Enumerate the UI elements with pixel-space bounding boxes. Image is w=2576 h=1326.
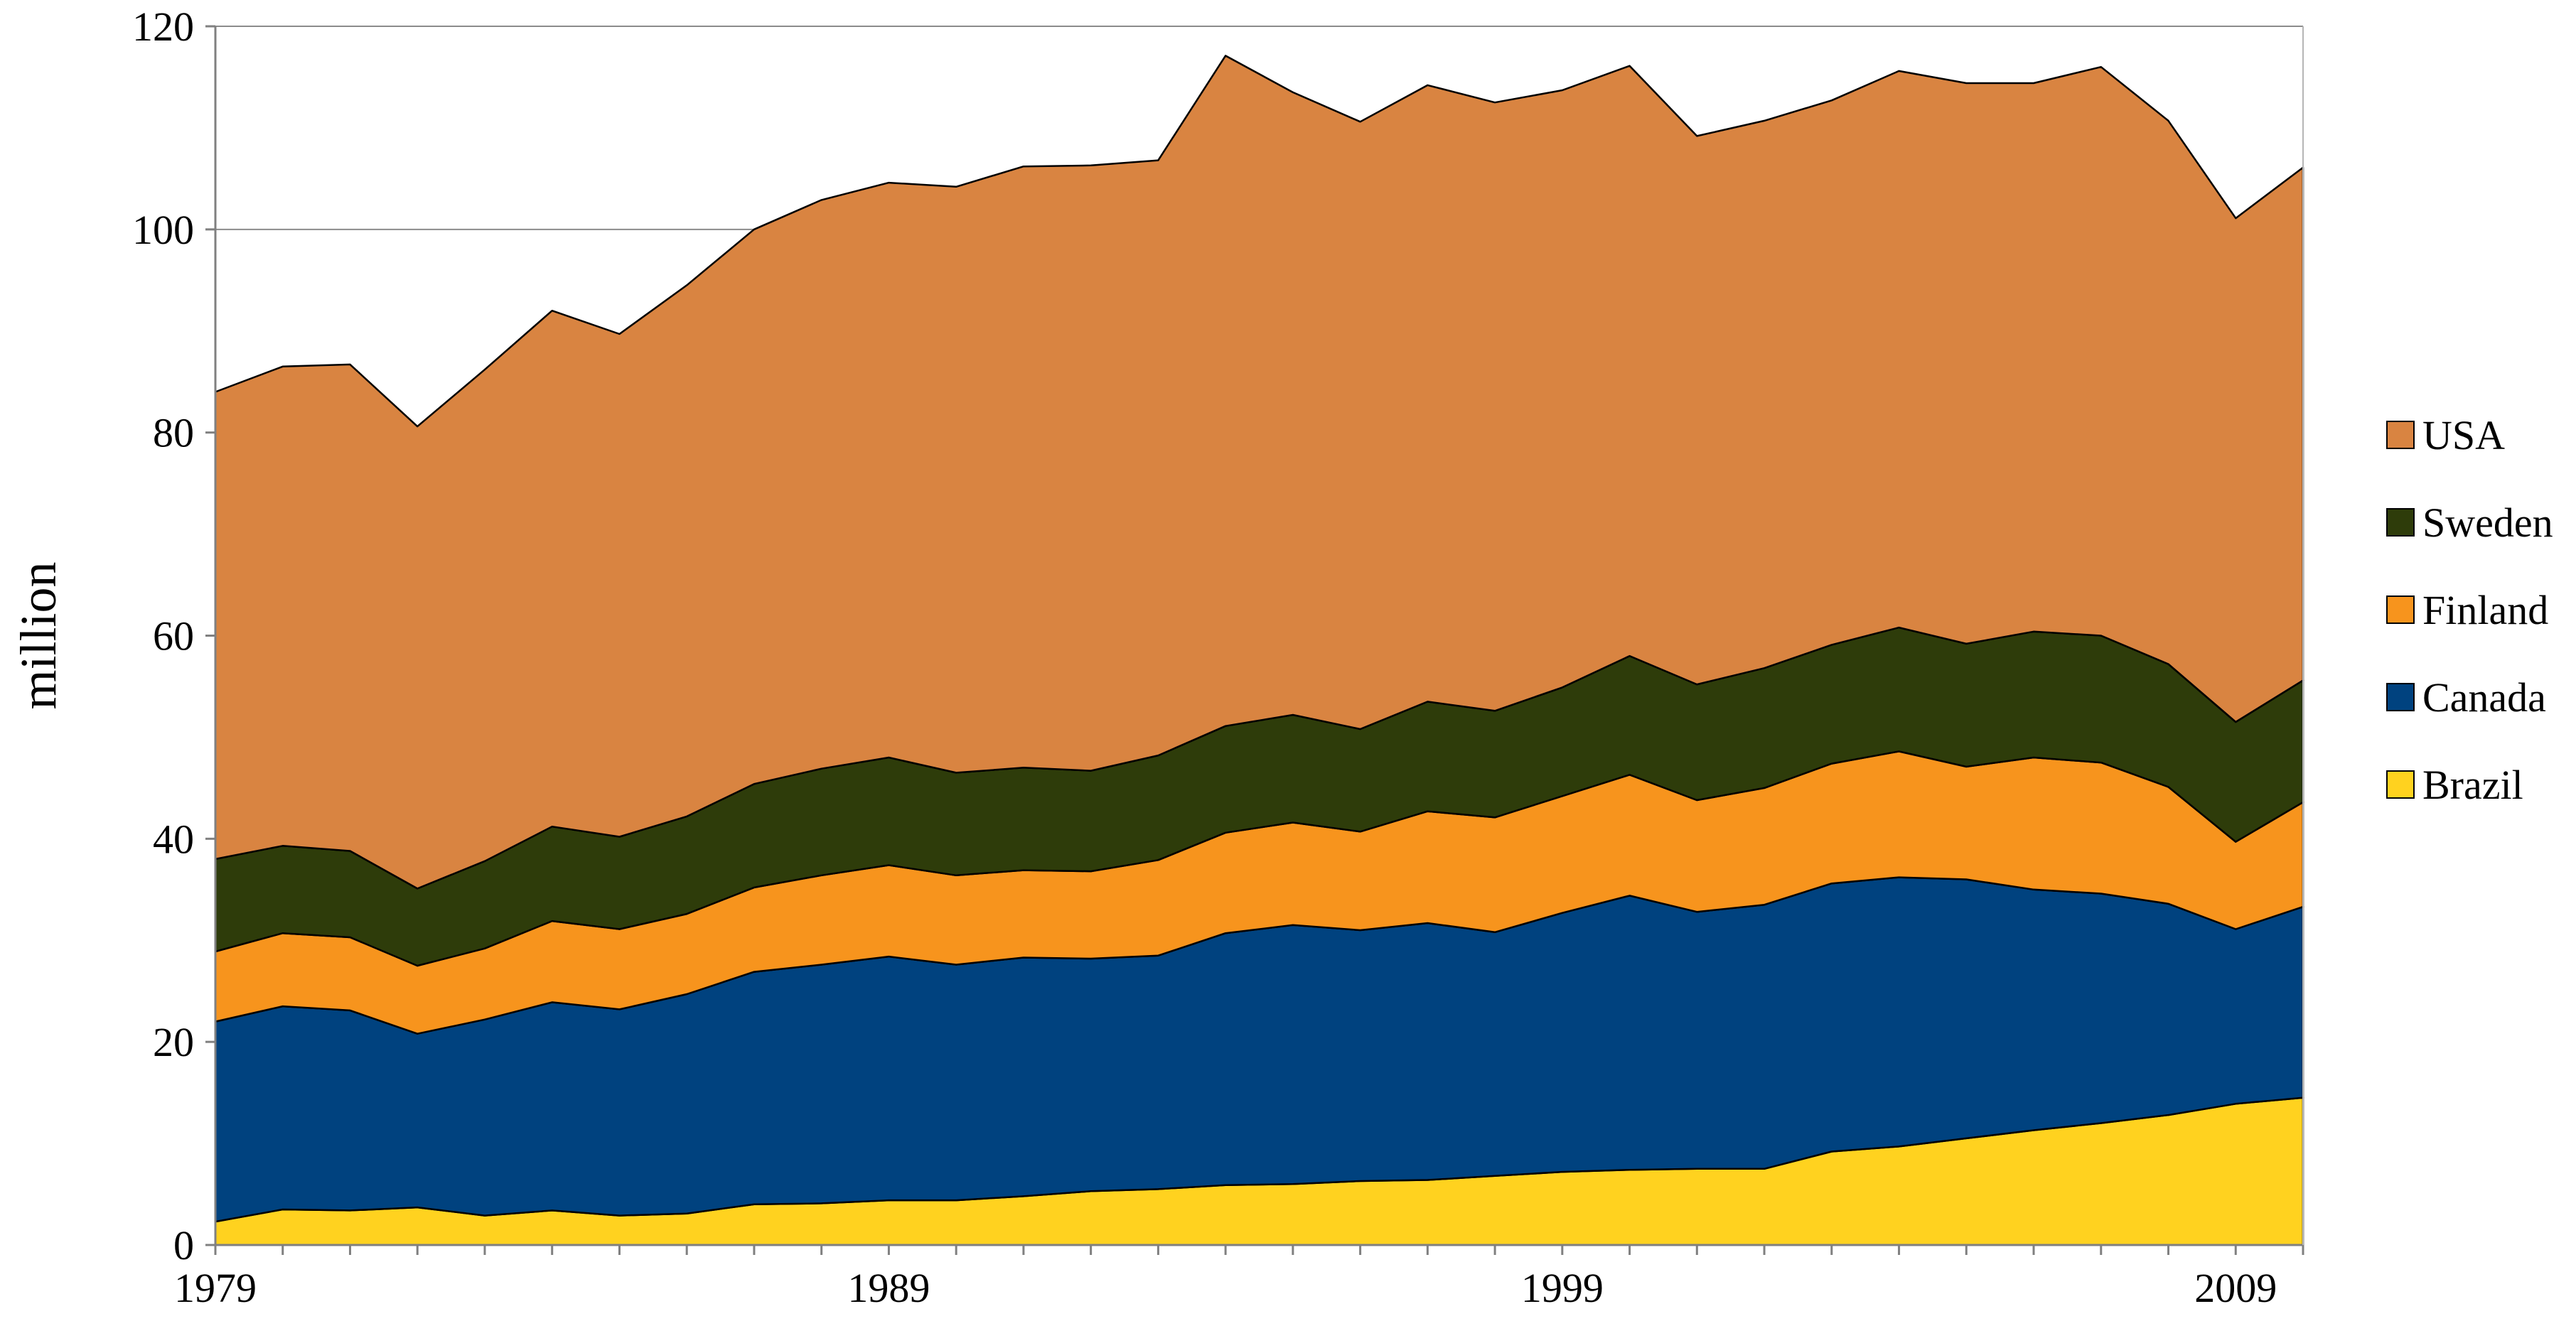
legend-swatch-brazil xyxy=(2386,770,2415,799)
y-tick-label: 100 xyxy=(132,207,194,253)
y-tick-label: 80 xyxy=(153,410,194,456)
y-tick-labels: 0 20 40 60 80 100 120 xyxy=(132,4,215,1268)
x-tick-label: 1979 xyxy=(174,1265,257,1311)
x-tick-label: 2009 xyxy=(2194,1265,2277,1311)
legend-label-usa: USA xyxy=(2422,412,2505,458)
x-tick-label: 1999 xyxy=(1521,1265,1604,1311)
legend-label-brazil: Brazil xyxy=(2422,762,2523,808)
legend-label-canada: Canada xyxy=(2422,674,2546,721)
y-tick-label: 120 xyxy=(132,4,194,50)
legend-label-finland: Finland xyxy=(2422,587,2548,633)
x-tick-labels: 1979 1989 1999 2009 xyxy=(174,1245,2304,1311)
legend-swatch-finland xyxy=(2386,595,2415,624)
legend-swatch-usa xyxy=(2386,421,2415,449)
area-series-group xyxy=(214,55,2304,1246)
y-tick-label: 60 xyxy=(153,613,194,659)
legend-swatch-sweden xyxy=(2386,508,2415,537)
y-tick-label: 20 xyxy=(153,1019,194,1065)
y-tick-label: 0 xyxy=(173,1222,194,1268)
y-axis-title: million xyxy=(10,561,67,709)
legend: USA Sweden Finland Canada Brazil xyxy=(2386,412,2553,808)
legend-label-sweden: Sweden xyxy=(2422,500,2553,546)
y-tick-label: 40 xyxy=(153,816,194,862)
x-tick-label: 1989 xyxy=(847,1265,930,1311)
legend-swatch-canada xyxy=(2386,683,2415,711)
